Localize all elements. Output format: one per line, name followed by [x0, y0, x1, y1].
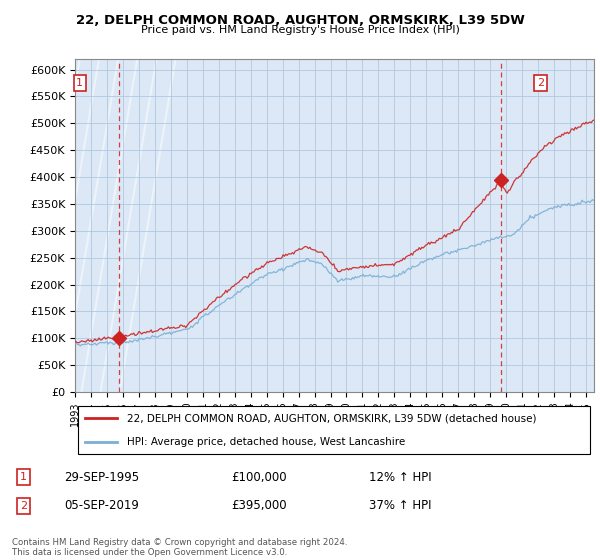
Text: 12% ↑ HPI: 12% ↑ HPI: [369, 470, 432, 484]
Text: £100,000: £100,000: [231, 470, 287, 484]
Text: 1: 1: [76, 78, 83, 88]
Text: 22, DELPH COMMON ROAD, AUGHTON, ORMSKIRK, L39 5DW: 22, DELPH COMMON ROAD, AUGHTON, ORMSKIRK…: [76, 14, 524, 27]
Text: 1: 1: [20, 472, 27, 482]
FancyBboxPatch shape: [77, 406, 590, 454]
Text: Contains HM Land Registry data © Crown copyright and database right 2024.
This d: Contains HM Land Registry data © Crown c…: [12, 538, 347, 557]
Text: Price paid vs. HM Land Registry's House Price Index (HPI): Price paid vs. HM Land Registry's House …: [140, 25, 460, 35]
Text: 2: 2: [20, 501, 27, 511]
Text: 37% ↑ HPI: 37% ↑ HPI: [369, 500, 431, 512]
Text: 2: 2: [537, 78, 544, 88]
Text: HPI: Average price, detached house, West Lancashire: HPI: Average price, detached house, West…: [127, 436, 405, 446]
Text: 29-SEP-1995: 29-SEP-1995: [64, 470, 139, 484]
Text: £395,000: £395,000: [231, 500, 287, 512]
Text: 05-SEP-2019: 05-SEP-2019: [64, 500, 139, 512]
Text: 22, DELPH COMMON ROAD, AUGHTON, ORMSKIRK, L39 5DW (detached house): 22, DELPH COMMON ROAD, AUGHTON, ORMSKIRK…: [127, 413, 536, 423]
